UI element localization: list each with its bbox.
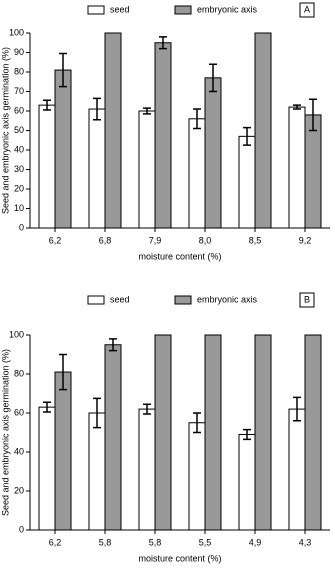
- error-bar: [59, 353, 67, 391]
- y-tick-label: 40: [14, 144, 24, 154]
- y-axis-label: Seed and embryonic axis germination (%): [0, 47, 10, 214]
- x-tick-label: 5,8: [149, 537, 162, 547]
- bar: [154, 42, 172, 229]
- y-tick-label: 80: [14, 66, 24, 76]
- bar: [254, 334, 272, 531]
- error-bar: [93, 397, 101, 429]
- x-tick-label: 8,0: [199, 235, 212, 245]
- x-axis-label: moisture content (%): [138, 553, 221, 563]
- x-tick-label: 8,5: [249, 235, 262, 245]
- bar: [238, 433, 256, 531]
- error-bar: [43, 401, 51, 413]
- bar: [204, 77, 222, 229]
- x-tick-label: 4,9: [249, 537, 262, 547]
- legend-swatch: [174, 5, 192, 15]
- error-bar: [143, 403, 151, 415]
- y-tick-label: 40: [14, 446, 24, 456]
- bar: [288, 106, 306, 229]
- y-tick-label: 90: [14, 47, 24, 57]
- error-bar: [309, 98, 317, 132]
- bar: [288, 408, 306, 531]
- error-bar: [159, 36, 167, 50]
- bar: [304, 114, 322, 229]
- bar: [88, 412, 106, 531]
- error-bar: [243, 428, 251, 441]
- bar: [138, 408, 156, 531]
- bar: [304, 334, 322, 531]
- bar: [54, 69, 72, 229]
- bar: [54, 371, 72, 531]
- y-tick-label: 100: [9, 329, 24, 339]
- x-tick-label: 6,8: [99, 235, 112, 245]
- y-tick-label: 100: [9, 27, 24, 37]
- bar: [204, 334, 222, 531]
- error-bar: [243, 126, 251, 146]
- y-tick-label: 30: [14, 164, 24, 174]
- x-tick-label: 5,8: [99, 537, 112, 547]
- x-tick-label: 9,2: [299, 235, 312, 245]
- x-axis-label: moisture content (%): [138, 251, 221, 261]
- x-tick-label: 5,5: [199, 537, 212, 547]
- legend-swatch: [174, 295, 192, 305]
- y-tick-label: 20: [14, 485, 24, 495]
- y-tick-label: 60: [14, 407, 24, 417]
- bar: [38, 406, 56, 531]
- x-tick-label: 6,2: [49, 537, 62, 547]
- panel-box: [299, 2, 315, 18]
- legend-label: seed: [110, 294, 130, 304]
- y-tick-label: 0: [19, 222, 24, 232]
- bar: [38, 104, 56, 229]
- error-bar: [293, 396, 301, 422]
- x-tick-label: 6,2: [49, 235, 62, 245]
- bar: [188, 422, 206, 531]
- error-bar: [59, 52, 67, 88]
- legend-label: embryonic axis: [197, 4, 258, 14]
- bar: [238, 135, 256, 229]
- bar: [254, 32, 272, 229]
- error-bar: [93, 97, 101, 121]
- legend-swatch: [87, 295, 105, 305]
- x-tick-label: 7,9: [149, 235, 162, 245]
- bar: [188, 118, 206, 229]
- y-tick-label: 0: [19, 524, 24, 534]
- y-tick-label: 70: [14, 86, 24, 96]
- bar: [138, 110, 156, 229]
- bar: [154, 334, 172, 531]
- panel-box: [299, 292, 315, 308]
- error-bar: [109, 338, 117, 352]
- y-tick-label: 20: [14, 183, 24, 193]
- y-tick-label: 10: [14, 203, 24, 213]
- y-tick-label: 80: [14, 368, 24, 378]
- bar: [104, 344, 122, 531]
- panel-label: B: [304, 294, 310, 304]
- legend-label: embryonic axis: [197, 294, 258, 304]
- error-bar: [143, 107, 151, 115]
- legend-swatch: [87, 5, 105, 15]
- error-bar: [193, 108, 201, 130]
- x-tick-label: 4,3: [299, 537, 312, 547]
- error-bar: [43, 99, 51, 111]
- y-tick-label: 50: [14, 125, 24, 135]
- y-tick-label: 60: [14, 105, 24, 115]
- bar: [104, 32, 122, 229]
- error-bar: [193, 412, 201, 434]
- y-axis-label: Seed and embryonic axis germination (%): [0, 349, 10, 516]
- error-bar: [209, 63, 217, 93]
- error-bar: [293, 104, 301, 110]
- legend-label: seed: [110, 4, 130, 14]
- bar: [88, 108, 106, 229]
- panel-label: A: [304, 4, 310, 14]
